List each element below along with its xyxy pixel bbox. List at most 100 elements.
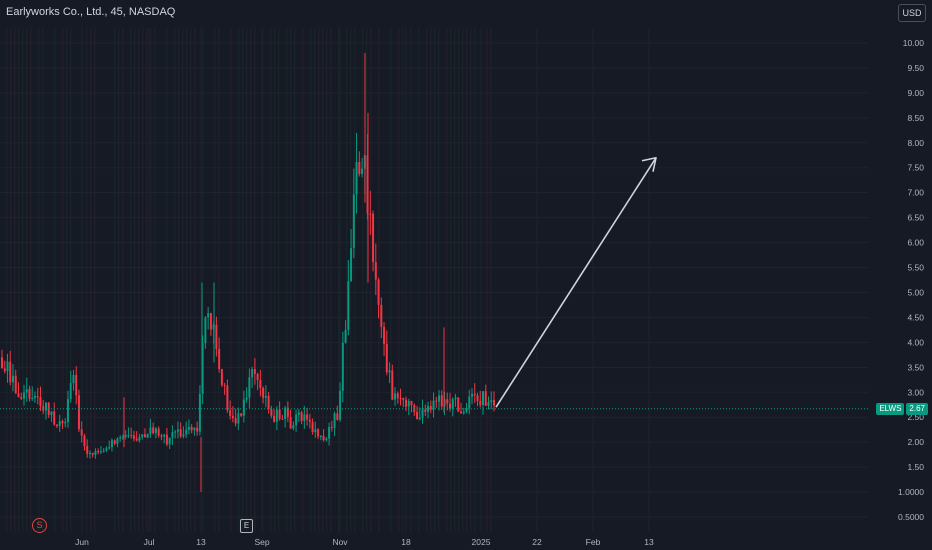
candle-body [22, 392, 25, 399]
candle-body [163, 434, 166, 437]
session-stripe [318, 28, 320, 532]
candle-body [127, 435, 130, 437]
candle-body [402, 398, 405, 400]
session-stripe [302, 28, 304, 532]
candle-body [405, 399, 408, 407]
session-stripe [286, 28, 288, 532]
currency-button[interactable]: USD [898, 4, 926, 22]
y-tick-label: 8.50 [907, 113, 924, 123]
candle-body [380, 304, 383, 327]
candle-body [286, 407, 289, 417]
session-stripe [278, 28, 280, 532]
earnings-event-icon[interactable]: E [240, 519, 253, 533]
candle-body [292, 425, 295, 429]
candle-body [97, 451, 100, 453]
candle-body [399, 398, 402, 400]
y-tick-label: 6.50 [907, 213, 924, 223]
candle-body [476, 395, 479, 401]
x-tick-label: 18 [401, 537, 411, 547]
session-stripe [402, 28, 404, 532]
x-tick-label: Jun [75, 537, 89, 547]
candle-body [418, 417, 421, 420]
candle-body [454, 397, 457, 400]
candle-body [446, 399, 449, 404]
candle-body [471, 393, 474, 397]
candle-body [193, 427, 196, 431]
candle-body [449, 403, 452, 409]
y-tick-label: 4.50 [907, 312, 924, 322]
y-tick-label: 9.50 [907, 63, 924, 73]
candle-body [251, 369, 254, 378]
y-tick-label: 10.00 [903, 38, 925, 48]
symbol-title[interactable]: Earlyworks Co., Ltd., 45, NASDAQ [6, 6, 176, 18]
candle-body [350, 248, 353, 282]
y-tick-label: 5.00 [907, 287, 924, 297]
candle-body [374, 262, 377, 280]
candle-body [407, 401, 410, 407]
candle-body [240, 413, 243, 416]
split-event-icon[interactable]: S [32, 518, 47, 533]
candle-body [168, 437, 171, 445]
candle-body [435, 400, 438, 402]
session-stripe [238, 28, 240, 532]
candle-body [152, 427, 155, 434]
candle-body [482, 391, 485, 406]
session-stripe [418, 28, 420, 532]
candle-body [121, 436, 124, 438]
trend-arrow-head[interactable] [641, 156, 657, 172]
candle-body [460, 411, 463, 414]
candle-body [64, 422, 67, 424]
candle-body [273, 415, 276, 422]
candle-body [328, 427, 331, 439]
candle-body [473, 393, 476, 396]
trend-arrow-line[interactable] [495, 157, 657, 408]
candle-body [242, 399, 245, 416]
candle-body [28, 389, 31, 399]
session-stripe [246, 28, 248, 532]
candle-body [9, 361, 12, 383]
x-tick-label: Feb [586, 537, 601, 547]
candle-body [372, 213, 375, 263]
session-stripe [314, 28, 316, 532]
candle-body [14, 375, 17, 394]
candle-body [457, 397, 460, 412]
candle-body [75, 375, 78, 396]
candle-body [3, 368, 6, 372]
candle-body [138, 437, 141, 441]
session-stripe [6, 28, 8, 532]
candle-body [132, 435, 135, 439]
y-tick-label: 7.00 [907, 188, 924, 198]
candle-body [317, 429, 320, 437]
session-stripe [122, 28, 124, 532]
session-stripe [134, 28, 136, 532]
candle-body [179, 429, 182, 437]
candle-body [347, 281, 350, 330]
candle-body [333, 413, 336, 428]
candle-body [77, 395, 80, 430]
session-stripe [30, 28, 32, 532]
session-stripe [438, 28, 440, 532]
y-tick-label: 6.00 [907, 238, 924, 248]
candle-body [91, 452, 94, 455]
session-stripe [202, 28, 204, 532]
candle-body [160, 435, 163, 437]
session-stripe [114, 28, 116, 532]
session-stripe [218, 28, 220, 532]
candle-body [245, 397, 248, 400]
candle-body [130, 435, 133, 437]
session-stripe [410, 28, 412, 532]
candle-body [484, 391, 487, 406]
candle-body [218, 348, 221, 370]
candle-body [361, 168, 364, 175]
session-stripe [22, 28, 24, 532]
candle-body [297, 412, 300, 415]
candle-body [394, 393, 397, 400]
candle-body [135, 438, 138, 441]
candle-body [278, 409, 281, 419]
candle-body [86, 446, 89, 454]
session-stripe [470, 28, 472, 532]
y-tick-label: 5.50 [907, 263, 924, 273]
y-tick-label: 7.50 [907, 163, 924, 173]
candle-body [190, 426, 193, 431]
